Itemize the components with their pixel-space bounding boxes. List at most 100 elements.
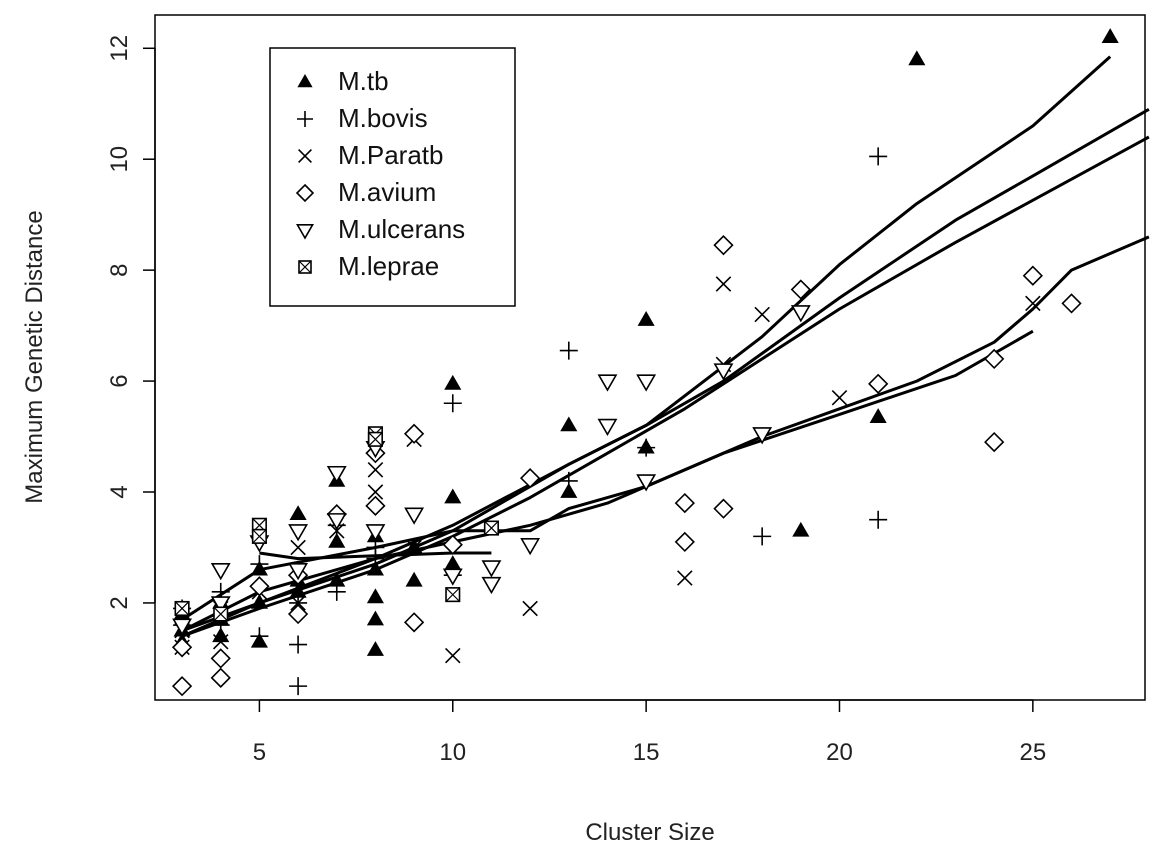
point-m-tb <box>792 521 810 537</box>
point-m-avium <box>713 498 734 519</box>
point-m-avium <box>674 492 695 514</box>
point-m-avium <box>868 373 889 394</box>
point-m-paratb <box>367 462 384 478</box>
legend-m-paratb-marker <box>298 149 312 163</box>
point-m-bovis <box>559 471 578 490</box>
point-m-tb <box>405 538 423 554</box>
point-m-avium <box>442 534 463 555</box>
point-m-bovis <box>753 527 772 546</box>
point-m-bovis <box>327 582 346 601</box>
point-m-leprae <box>251 528 267 544</box>
y-tick-label: 10 <box>106 146 133 173</box>
point-m-paratb <box>290 595 306 611</box>
point-m-ulcerans <box>597 374 618 392</box>
point-m-paratb <box>715 276 732 292</box>
point-m-tb <box>366 610 384 626</box>
point-m-bovis <box>637 438 656 457</box>
legend-m-bovis-marker <box>297 111 313 127</box>
point-m-leprae <box>213 606 229 622</box>
point-m-paratb <box>328 523 345 539</box>
point-m-ulcerans <box>636 474 657 492</box>
point-m-avium <box>790 279 811 300</box>
x-tick-label: 20 <box>826 739 853 766</box>
y-tick-label: 12 <box>106 35 133 62</box>
legend-m-ulcerans-marker <box>296 224 314 240</box>
point-m-avium <box>1061 293 1082 314</box>
point-m-paratb <box>831 389 848 406</box>
x-tick-label: 15 <box>633 739 660 766</box>
point-m-bovis <box>250 627 269 646</box>
point-m-tb <box>250 593 268 609</box>
point-m-ulcerans <box>636 374 657 392</box>
point-m-paratb <box>1025 295 1041 312</box>
point-m-ulcerans <box>288 524 309 542</box>
point-m-avium <box>210 667 231 688</box>
legend-m-tb-marker <box>297 74 313 88</box>
point-m-avium <box>210 648 231 669</box>
point-m-paratb <box>754 306 770 323</box>
point-m-tb <box>405 571 423 587</box>
point-m-tb <box>1101 28 1119 44</box>
point-m-paratb <box>212 633 229 650</box>
y-axis: 2 4 6 8 10 12 <box>106 35 156 610</box>
point-m-tb <box>444 488 462 504</box>
point-m-ulcerans <box>442 568 463 586</box>
legend-m-bovis-label: M.bovis <box>338 103 428 133</box>
legend-m-ulcerans-label: M.ulcerans <box>338 214 465 244</box>
point-m-paratb <box>677 570 693 586</box>
x-tick-label: 5 <box>253 739 266 766</box>
point-m-bovis <box>559 341 578 360</box>
point-m-bovis <box>869 510 888 529</box>
data-points <box>171 28 1119 697</box>
point-m-bovis <box>443 394 462 413</box>
point-m-ulcerans <box>365 524 386 542</box>
point-m-leprae <box>445 587 461 603</box>
point-m-leprae <box>483 520 499 536</box>
point-m-avium <box>365 495 386 517</box>
legend-m-avium-label: M.avium <box>338 177 436 207</box>
fit-line-m-ulcerans <box>181 329 1034 621</box>
legend: M.tb M.bovis M.Paratb M.avium M.ulcerans M.le… <box>269 47 516 307</box>
point-m-avium <box>171 637 193 658</box>
x-tick-label: 10 <box>439 739 466 766</box>
point-m-avium <box>1022 265 1043 286</box>
point-m-paratb <box>445 647 461 664</box>
point-m-avium <box>287 603 309 625</box>
point-m-tb <box>560 483 578 498</box>
point-m-ulcerans <box>210 563 231 581</box>
point-m-ulcerans <box>172 618 193 636</box>
point-m-ulcerans <box>326 513 347 531</box>
y-tick-label: 2 <box>106 596 133 609</box>
point-m-avium <box>249 576 270 597</box>
point-m-tb <box>366 641 384 656</box>
x-axis-label: Cluster Size <box>585 819 714 846</box>
point-m-ulcerans <box>597 418 618 437</box>
point-m-avium <box>403 423 425 444</box>
point-m-tb <box>328 532 346 548</box>
point-m-tb <box>444 555 462 570</box>
point-m-leprae <box>367 431 383 447</box>
point-m-ulcerans <box>790 305 811 323</box>
point-m-ulcerans <box>481 560 502 578</box>
x-tick-label: 25 <box>1020 739 1047 766</box>
point-m-avium <box>519 468 541 489</box>
point-m-ulcerans <box>520 538 541 556</box>
point-m-ulcerans <box>481 576 502 595</box>
point-m-leprae <box>251 517 267 533</box>
point-m-tb <box>366 588 384 604</box>
point-m-tb <box>328 571 346 587</box>
legend-m-leprae-label: M.leprae <box>338 251 439 281</box>
point-m-tb <box>289 505 307 521</box>
point-m-tb <box>289 582 307 598</box>
point-m-bovis <box>289 677 308 696</box>
point-m-ulcerans <box>288 563 309 581</box>
point-m-paratb <box>290 539 306 556</box>
point-m-tb <box>908 50 926 66</box>
point-m-ulcerans <box>210 596 231 614</box>
point-m-paratb <box>522 600 538 617</box>
point-m-bovis <box>289 635 308 654</box>
point-m-ulcerans <box>326 465 347 484</box>
y-axis-label: Maximum Genetic Distance <box>21 210 48 503</box>
point-m-tb <box>560 416 578 432</box>
